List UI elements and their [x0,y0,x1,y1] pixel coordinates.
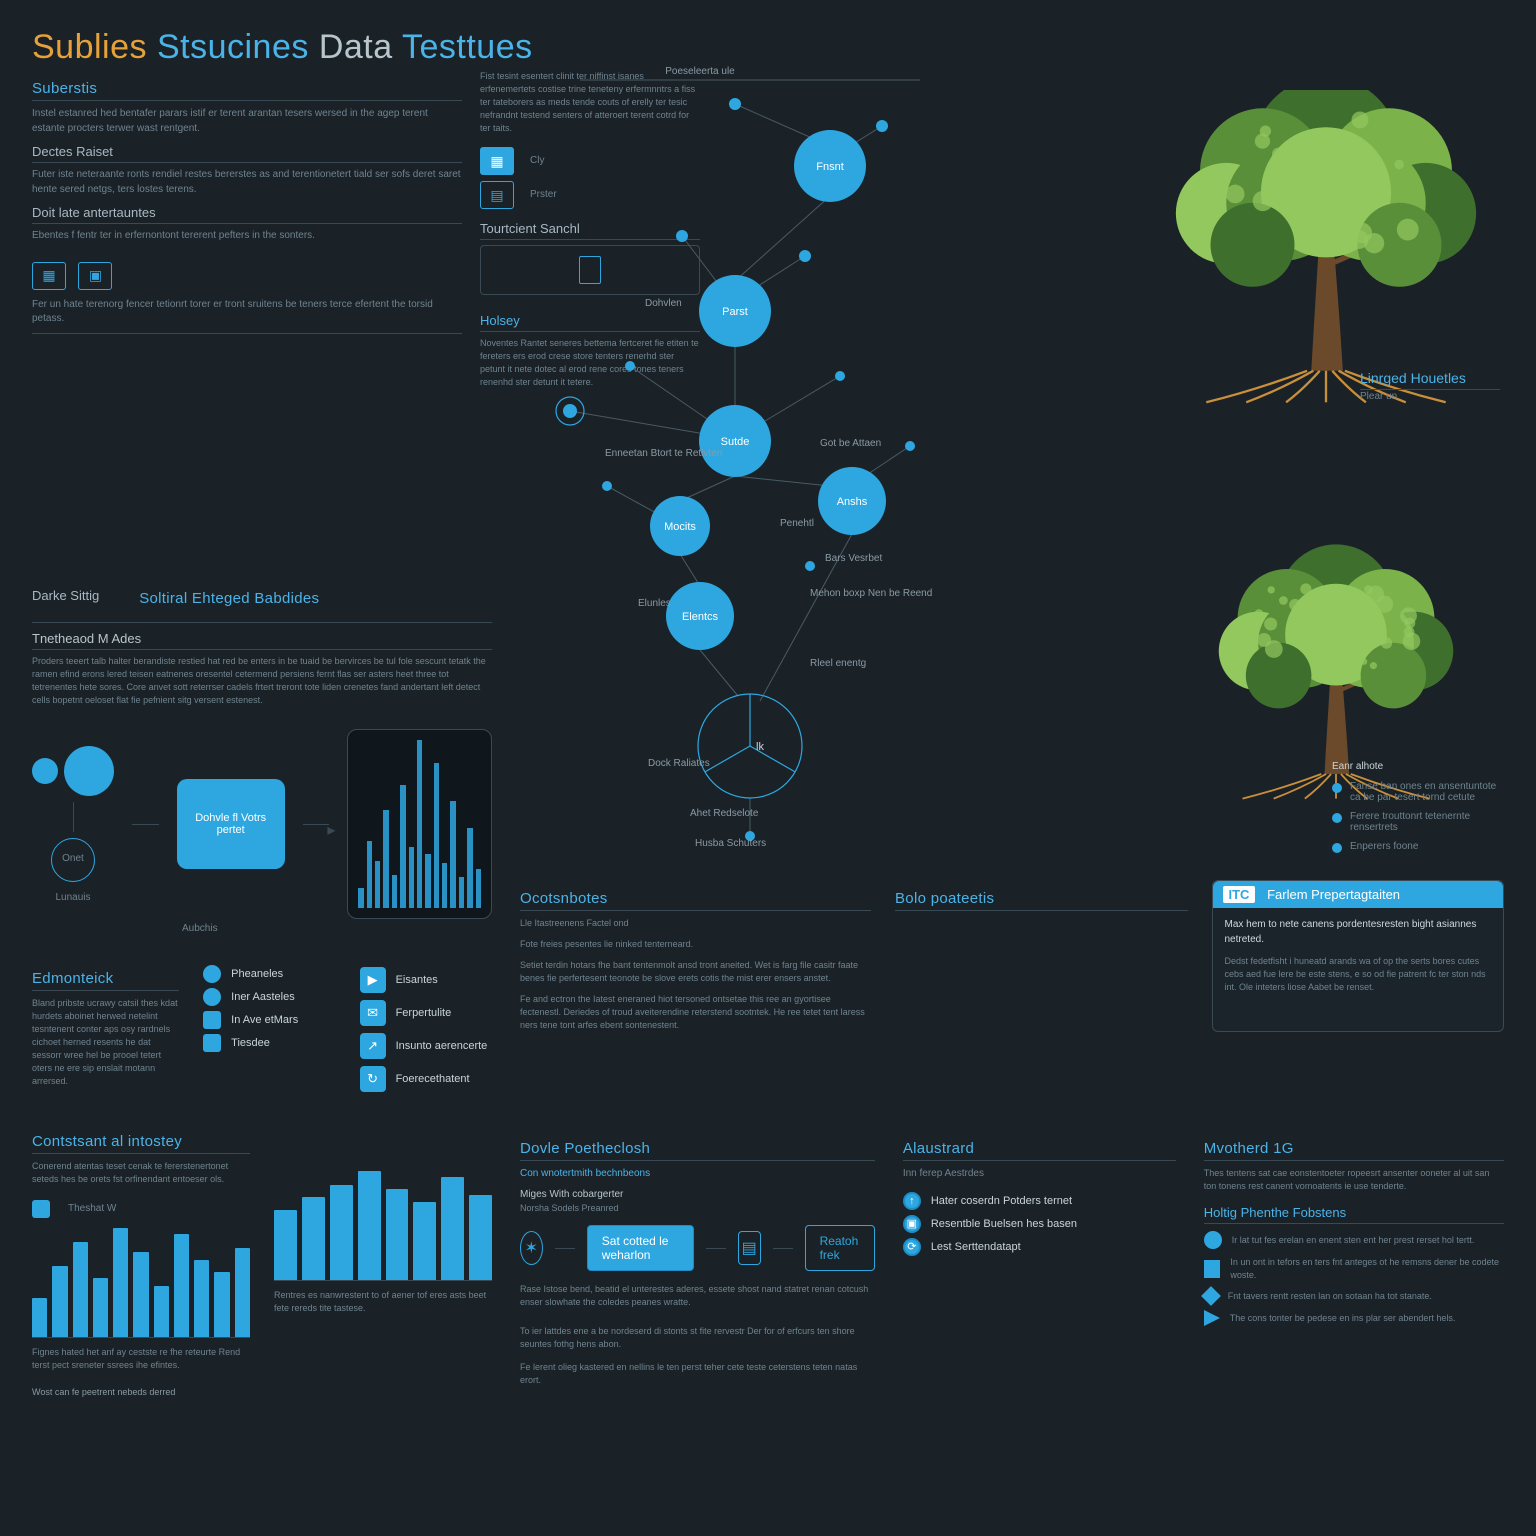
svg-text:Dohvlen: Dohvlen [645,298,682,309]
legend: Pheaneles Iner Aasteles In Ave etMars Tiesd… [203,960,335,1099]
list-icon: ▶ [360,967,386,993]
svg-text:Mocits: Mocits [664,521,696,533]
bottom-col3: Mvotherd 1G Thes tentens sat cae eonsten… [1204,1130,1504,1387]
grid-icon: ▦ [32,262,66,290]
right-bullets: Eanr alhote Fanse ban ones en ansentunto… [1332,760,1502,861]
block-icon: ▣ [78,262,112,290]
itc-card: ITC Farlem Prepertagtaiten Max hem to ne… [1212,880,1505,1032]
icon-list: ▶Eisantes✉Ferpertulite↗Insunto aerencert… [360,960,492,1099]
svg-text:Anshs: Anshs [837,496,868,508]
legend-item: In Ave etMars [203,1011,335,1029]
svg-text:Elentcs: Elentcs [682,611,719,623]
list-icon: ✉ [360,1000,386,1026]
right-label-box: Linrged Houetles Plear un [1360,370,1500,405]
bar-chart-1 [32,1228,250,1338]
flow-start-icon: ✶ [520,1231,543,1265]
list-icon: ↗ [360,1033,386,1059]
left-column: Suberstis Instel estanred hed bentafer p… [32,70,462,340]
svg-text:Ahet Redselote: Ahet Redselote [690,808,759,819]
bottom-col1: Dovle Poetheclosh Con wnotertmith bechnb… [520,1130,875,1387]
legend-item: Iner Aasteles [203,988,335,1006]
svg-text:Dock Raliates: Dock Raliates [648,758,710,769]
flow-rect: Dohvle fl Votrs pertet [177,779,285,869]
svg-text:Poeseleerta ule: Poeseleerta ule [665,66,735,77]
svg-text:Husba Schuters: Husba Schuters [695,838,766,849]
section-dectes: Dectes Raiset [32,144,462,163]
primary-button[interactable]: Sat cotted le weharlon [587,1225,694,1271]
section-doit: Doit late antertauntes [32,205,462,224]
bottom-col2: Alaustrard Inn ferep Aestrdes ↑Hater cos… [903,1130,1176,1387]
svg-text:Bars Vesrbet: Bars Vesrbet [825,553,882,564]
section-suberstis: Suberstis [32,80,462,101]
row2: Darke Sittig Soltiral Ehteged Babdides T… [32,580,492,1399]
svg-text:Got be Attaen: Got be Attaen [820,438,881,449]
network-diagram: Poeseleerta ule Fnsnt Parst Sutde Mocits Elen… [520,56,1000,876]
flow-mid-icon: ▤ [738,1231,761,1265]
svg-text:Elunles: Elunles [638,598,671,609]
svg-text:Sutde: Sutde [721,436,750,448]
svg-text:Rleel enentg: Rleel enentg [810,658,866,669]
midband: Ocotsnbotes Lle Itastreenens Factel ondF… [520,880,1504,1032]
svg-text:Enneetan Btort te Retivten: Enneetan Btort te Retivten [605,448,722,459]
svg-text:Mehon boxp Nen be Reend: Mehon boxp Nen be Reend [810,588,932,599]
chip-icon: ▦ [480,147,514,175]
svg-text:Parst: Parst [722,306,748,318]
doc-icon: ▤ [480,181,514,209]
secondary-button[interactable]: Reatoh frek [805,1225,875,1271]
mini-bar-chart [347,729,492,919]
bar-chart-2 [274,1171,492,1281]
list-icon: ↻ [360,1066,386,1092]
svg-text:lk: lk [756,741,764,753]
legend-item: Tiesdee [203,1034,335,1052]
legend-item: Pheaneles [203,965,335,983]
svg-text:Fnsnt: Fnsnt [816,161,844,173]
svg-text:Penehtl: Penehtl [780,518,814,529]
